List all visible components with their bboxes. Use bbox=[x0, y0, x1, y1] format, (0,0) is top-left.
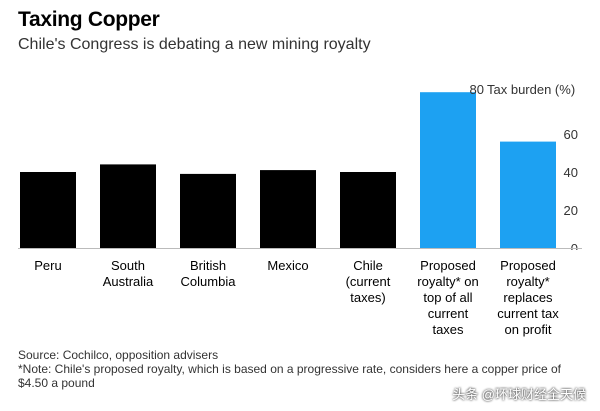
bar-2 bbox=[180, 173, 236, 248]
category-label-line: Proposed bbox=[420, 258, 476, 273]
category-label-line: current tax bbox=[497, 306, 559, 321]
category-label: Mexico bbox=[253, 258, 323, 274]
category-label-line: royalty* bbox=[506, 274, 550, 289]
category-label-line: Australia bbox=[102, 274, 154, 289]
category-label: South Australia bbox=[93, 258, 163, 290]
category-label-line: Columbia bbox=[180, 274, 236, 289]
category-label-line: royalty* on bbox=[417, 274, 479, 289]
category-label: Proposed royalty* on top of all current taxe… bbox=[413, 258, 483, 338]
category-label-line: British bbox=[189, 258, 227, 273]
category-label-line: (current bbox=[345, 274, 391, 289]
category-label-line: on profit bbox=[504, 322, 552, 337]
chart-title: Taxing Copper bbox=[18, 8, 160, 31]
bar-1 bbox=[100, 164, 156, 248]
y-tick-label: 20 bbox=[564, 203, 578, 218]
category-label-line: South bbox=[111, 258, 145, 273]
watermark: 头条 @环球财经全天候 bbox=[452, 387, 586, 402]
y-tick-label: 40 bbox=[564, 165, 578, 180]
category-label-line: taxes bbox=[432, 322, 464, 337]
category-label: Peru bbox=[13, 258, 83, 274]
y-tick-label: 60 bbox=[564, 127, 578, 142]
category-label-line: top of all bbox=[423, 290, 473, 305]
bar-3 bbox=[260, 170, 316, 248]
category-label: British Columbia bbox=[173, 258, 243, 290]
category-label-line: taxes) bbox=[350, 290, 386, 305]
bar-6 bbox=[500, 141, 556, 248]
chart-source: Source: Cochilco, opposition advisers *N… bbox=[18, 348, 593, 390]
category-label: Proposed royalty* replaces current tax on pr… bbox=[493, 258, 563, 338]
note-text: *Note: Chile's proposed royalty, which i… bbox=[18, 362, 562, 390]
category-label-line: Mexico bbox=[267, 258, 309, 273]
y-tick-label: 0 bbox=[571, 241, 578, 250]
bar-5 bbox=[420, 92, 476, 248]
bar-chart: 0 20 40 60 80 Tax burden (%) bbox=[18, 82, 582, 250]
source-text: Source: Cochilco, opposition advisers bbox=[18, 348, 219, 362]
y-axis-label: Tax burden (%) bbox=[487, 82, 575, 97]
category-label-line: Chile bbox=[353, 258, 383, 273]
y-tick-label: 80 bbox=[470, 82, 484, 97]
bar-0 bbox=[20, 172, 76, 248]
category-label: Chile (current taxes) bbox=[333, 258, 403, 306]
category-label-line: replaces bbox=[503, 290, 553, 305]
category-label-line: Proposed bbox=[500, 258, 556, 273]
bar-4 bbox=[340, 172, 396, 248]
category-label-line: current bbox=[427, 306, 469, 321]
chart-subtitle: Chile's Congress is debating a new minin… bbox=[18, 36, 371, 53]
category-label-line: Peru bbox=[34, 258, 62, 273]
